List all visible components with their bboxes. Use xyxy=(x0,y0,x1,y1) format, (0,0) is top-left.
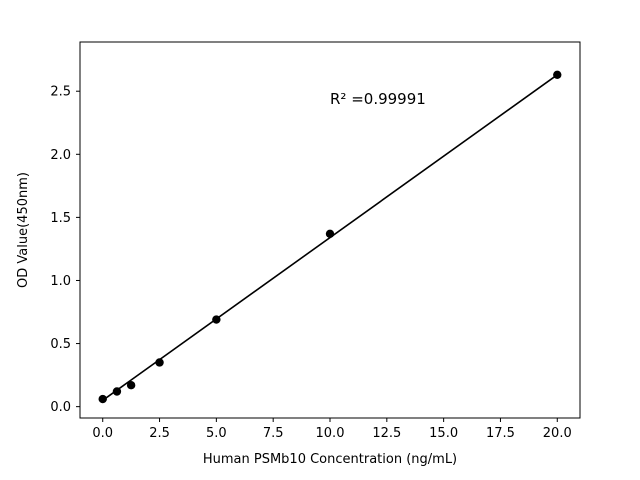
data-point xyxy=(126,380,136,390)
x-axis-label: Human PSMb10 Concentration (ng/mL) xyxy=(203,452,457,467)
y-tick-label: 1.5 xyxy=(50,211,71,226)
x-tick-label: 12.5 xyxy=(372,426,401,441)
y-tick-label: 0.5 xyxy=(50,337,71,352)
data-point xyxy=(212,315,221,324)
y-tick-label: 0.0 xyxy=(50,400,71,415)
x-tick-label: 15.0 xyxy=(429,426,458,441)
x-tick-label: 20.0 xyxy=(543,426,572,441)
y-tick-label: 2.5 xyxy=(50,85,71,100)
x-tick-label: 0.0 xyxy=(92,426,113,441)
y-axis-label: OD Value(450nm) xyxy=(16,172,31,288)
x-tick-label: 10.0 xyxy=(316,426,345,441)
y-tick-label: 2.0 xyxy=(50,148,71,163)
x-tick-label: 17.5 xyxy=(486,426,515,441)
data-point xyxy=(98,394,107,404)
x-tick-label: 7.5 xyxy=(263,426,284,441)
x-tick-label: 5.0 xyxy=(206,426,227,441)
data-point xyxy=(325,229,335,238)
data-point xyxy=(112,387,122,396)
r-squared-annotation: R² =0.99991 xyxy=(330,90,426,108)
data-point xyxy=(155,358,164,367)
data-point xyxy=(553,70,562,80)
x-tick-label: 2.5 xyxy=(149,426,170,441)
y-tick-label: 1.0 xyxy=(50,274,71,289)
